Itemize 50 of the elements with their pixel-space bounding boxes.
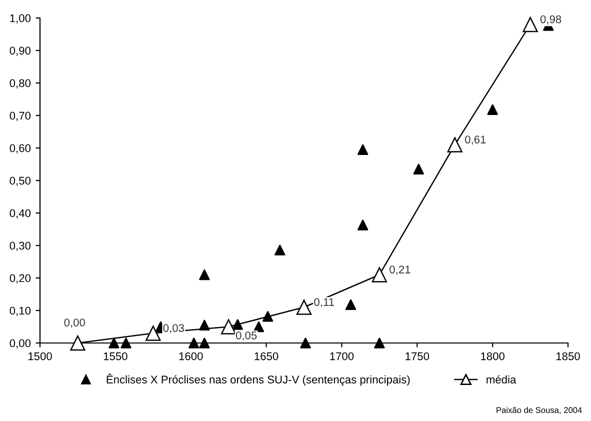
data-label: 0,98 (540, 15, 562, 25)
data-label: 0,03 (163, 324, 184, 334)
x-tick-label: 1550 (104, 352, 128, 360)
point (70, 335, 86, 351)
point (120, 338, 132, 348)
y-tick-label: 0,10 (10, 306, 31, 316)
point (274, 244, 286, 256)
point (345, 299, 356, 310)
y-tick-label: 0,00 (10, 339, 31, 348)
legend-label: média (486, 375, 516, 384)
x-tick-label: 1700 (330, 352, 354, 360)
point (221, 319, 236, 334)
y-tick-label: 0,50 (10, 176, 31, 186)
data-label: 0,11 (314, 298, 334, 308)
point (357, 144, 368, 155)
y-tick-label: 0,80 (10, 79, 31, 88)
point (296, 300, 312, 315)
point (487, 104, 498, 116)
y-tick-label: 0,60 (10, 144, 31, 154)
point (374, 338, 385, 348)
x-tick-label: 1500 (28, 352, 52, 360)
data-label: 0,61 (465, 136, 486, 145)
y-tick-label: 0,20 (10, 274, 31, 284)
point (413, 164, 424, 174)
point (357, 220, 368, 230)
x-tick-label: 1600 (179, 352, 203, 360)
point (188, 338, 200, 348)
x-tick-label: 1750 (406, 352, 430, 360)
point (199, 269, 210, 280)
point (146, 326, 161, 341)
point (447, 137, 462, 152)
point (300, 338, 311, 348)
point (522, 16, 538, 32)
legend-label: Ênclises X Próclises nas ordens SUJ-V (sentenças principais) (106, 374, 410, 386)
point (253, 321, 264, 332)
data-label: 0,21 (390, 266, 410, 275)
x-tick-label: 1850 (556, 352, 580, 360)
y-tick-label: 0,30 (10, 242, 31, 251)
data-label: 0,00 (64, 318, 86, 328)
y-tick-label: 0,40 (10, 209, 31, 218)
point (108, 338, 120, 348)
x-tick-label: 1800 (481, 352, 504, 360)
data-label: 0,05 (236, 331, 257, 341)
text: Paixão de Sousa, 2004 (496, 406, 582, 414)
point (199, 338, 210, 348)
y-tick-label: 0,90 (10, 46, 31, 56)
x-tick-label: 1650 (254, 352, 278, 360)
y-tick-label: 1,00 (10, 14, 31, 24)
point (372, 267, 387, 282)
y-tick-label: 0,70 (10, 112, 31, 121)
